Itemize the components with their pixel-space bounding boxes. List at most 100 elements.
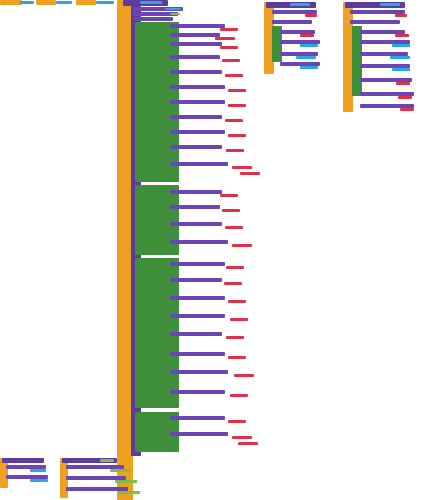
event-2-row[interactable] <box>360 64 410 68</box>
event-block-top-right-2[interactable] <box>343 2 353 112</box>
math-value[interactable] <box>228 420 246 423</box>
math-value[interactable] <box>224 282 242 285</box>
event-2-text[interactable] <box>392 68 410 71</box>
math-value[interactable] <box>232 436 252 439</box>
math-value[interactable] <box>225 119 243 122</box>
statement-row[interactable] <box>170 55 220 59</box>
math-value[interactable] <box>226 149 244 152</box>
statement-row[interactable] <box>170 24 225 28</box>
event-1-if[interactable] <box>272 26 282 62</box>
math-value[interactable] <box>222 59 240 62</box>
statement-row[interactable] <box>170 416 225 420</box>
math-value[interactable] <box>225 74 243 77</box>
event-1-header-text[interactable] <box>290 3 310 6</box>
global-var-block-1[interactable] <box>0 0 22 5</box>
math-value[interactable] <box>232 166 252 169</box>
bottom-left-1-text[interactable] <box>30 469 46 472</box>
event-2-value[interactable] <box>400 108 414 111</box>
statement-row[interactable] <box>170 70 222 74</box>
statement-row[interactable] <box>170 332 222 336</box>
event-2-text[interactable] <box>390 56 410 59</box>
statement-row[interactable] <box>170 205 220 209</box>
math-value[interactable] <box>230 318 248 321</box>
event-block-bottom-left-1[interactable] <box>0 458 8 488</box>
statement-row[interactable] <box>170 262 225 266</box>
event-1-text[interactable] <box>300 66 318 69</box>
event-2-value[interactable] <box>396 82 410 85</box>
math-value[interactable] <box>228 89 246 92</box>
bottom-left-2-row[interactable] <box>66 476 126 480</box>
bottom-left-2-value[interactable] <box>100 459 114 462</box>
event-2-row[interactable] <box>360 52 408 56</box>
bottom-left-2-value[interactable] <box>115 480 137 483</box>
statement-row[interactable] <box>170 115 222 119</box>
text-block-3[interactable] <box>96 1 114 4</box>
math-value[interactable] <box>232 244 252 247</box>
event-1-row[interactable] <box>280 52 318 56</box>
math-value[interactable] <box>228 356 246 359</box>
statement-row[interactable] <box>170 130 225 134</box>
event-2-header[interactable] <box>345 2 405 8</box>
bottom-left-2-row[interactable] <box>66 487 128 491</box>
event-2-value[interactable] <box>395 14 407 17</box>
main-event-block[interactable] <box>117 0 133 500</box>
event-block-bottom-left-2[interactable] <box>60 458 68 498</box>
bottom-left-2-header[interactable] <box>62 458 117 463</box>
event-2-row[interactable] <box>360 104 414 108</box>
event-2-row[interactable] <box>350 10 405 14</box>
event-2-row[interactable] <box>360 30 405 34</box>
event-2-if[interactable] <box>352 26 362 96</box>
statement-row[interactable] <box>170 240 228 244</box>
statement-row[interactable] <box>170 296 225 300</box>
bottom-left-1-header[interactable] <box>2 458 44 463</box>
event-1-text[interactable] <box>296 56 316 59</box>
text-block-1[interactable] <box>20 1 34 4</box>
bottom-left-1-row[interactable] <box>6 475 48 479</box>
math-value[interactable] <box>220 46 238 49</box>
global-var-block-3[interactable] <box>76 0 96 5</box>
math-value[interactable] <box>226 266 244 269</box>
event-2-row[interactable] <box>360 40 410 44</box>
statement-row[interactable] <box>170 370 228 374</box>
main-set-row-2[interactable] <box>133 12 178 16</box>
bottom-left-2-row[interactable] <box>66 465 124 469</box>
event-2-value[interactable] <box>395 34 409 37</box>
math-value[interactable] <box>238 442 258 445</box>
statement-row[interactable] <box>170 278 222 282</box>
event-1-text[interactable] <box>300 44 318 47</box>
statement-row[interactable] <box>170 390 225 394</box>
text-block-2[interactable] <box>56 1 72 4</box>
main-header-text[interactable] <box>140 1 162 4</box>
math-value[interactable] <box>234 374 254 377</box>
global-var-block-2[interactable] <box>36 0 56 5</box>
bottom-left-1-text[interactable] <box>30 479 48 482</box>
statement-row[interactable] <box>170 432 228 436</box>
event-2-row[interactable] <box>350 20 400 24</box>
statement-row[interactable] <box>170 42 222 46</box>
statement-row[interactable] <box>170 190 222 194</box>
statement-row[interactable] <box>170 100 225 104</box>
main-set-row-2-value[interactable] <box>170 13 180 15</box>
event-1-row[interactable] <box>272 10 317 14</box>
math-value[interactable] <box>228 104 246 107</box>
math-value[interactable] <box>230 394 248 397</box>
bottom-left-1-row[interactable] <box>6 465 46 469</box>
control-if-block-2[interactable] <box>135 185 179 255</box>
main-set-row-3[interactable] <box>133 17 173 21</box>
math-value[interactable] <box>228 134 246 137</box>
main-set-row-1[interactable] <box>133 7 183 11</box>
bottom-left-2-value[interactable] <box>110 469 130 472</box>
math-value[interactable] <box>228 300 246 303</box>
math-value[interactable] <box>222 209 240 212</box>
statement-row[interactable] <box>170 352 225 356</box>
statement-row[interactable] <box>170 145 222 149</box>
event-2-text[interactable] <box>392 44 410 47</box>
event-block-top-right-1[interactable] <box>264 2 274 74</box>
event-2-row[interactable] <box>360 78 412 82</box>
statement-row[interactable] <box>170 85 225 89</box>
event-1-row[interactable] <box>280 62 320 66</box>
math-value[interactable] <box>240 172 260 175</box>
math-value[interactable] <box>226 336 244 339</box>
event-2-header-text[interactable] <box>380 3 400 6</box>
event-1-value[interactable] <box>305 14 317 17</box>
